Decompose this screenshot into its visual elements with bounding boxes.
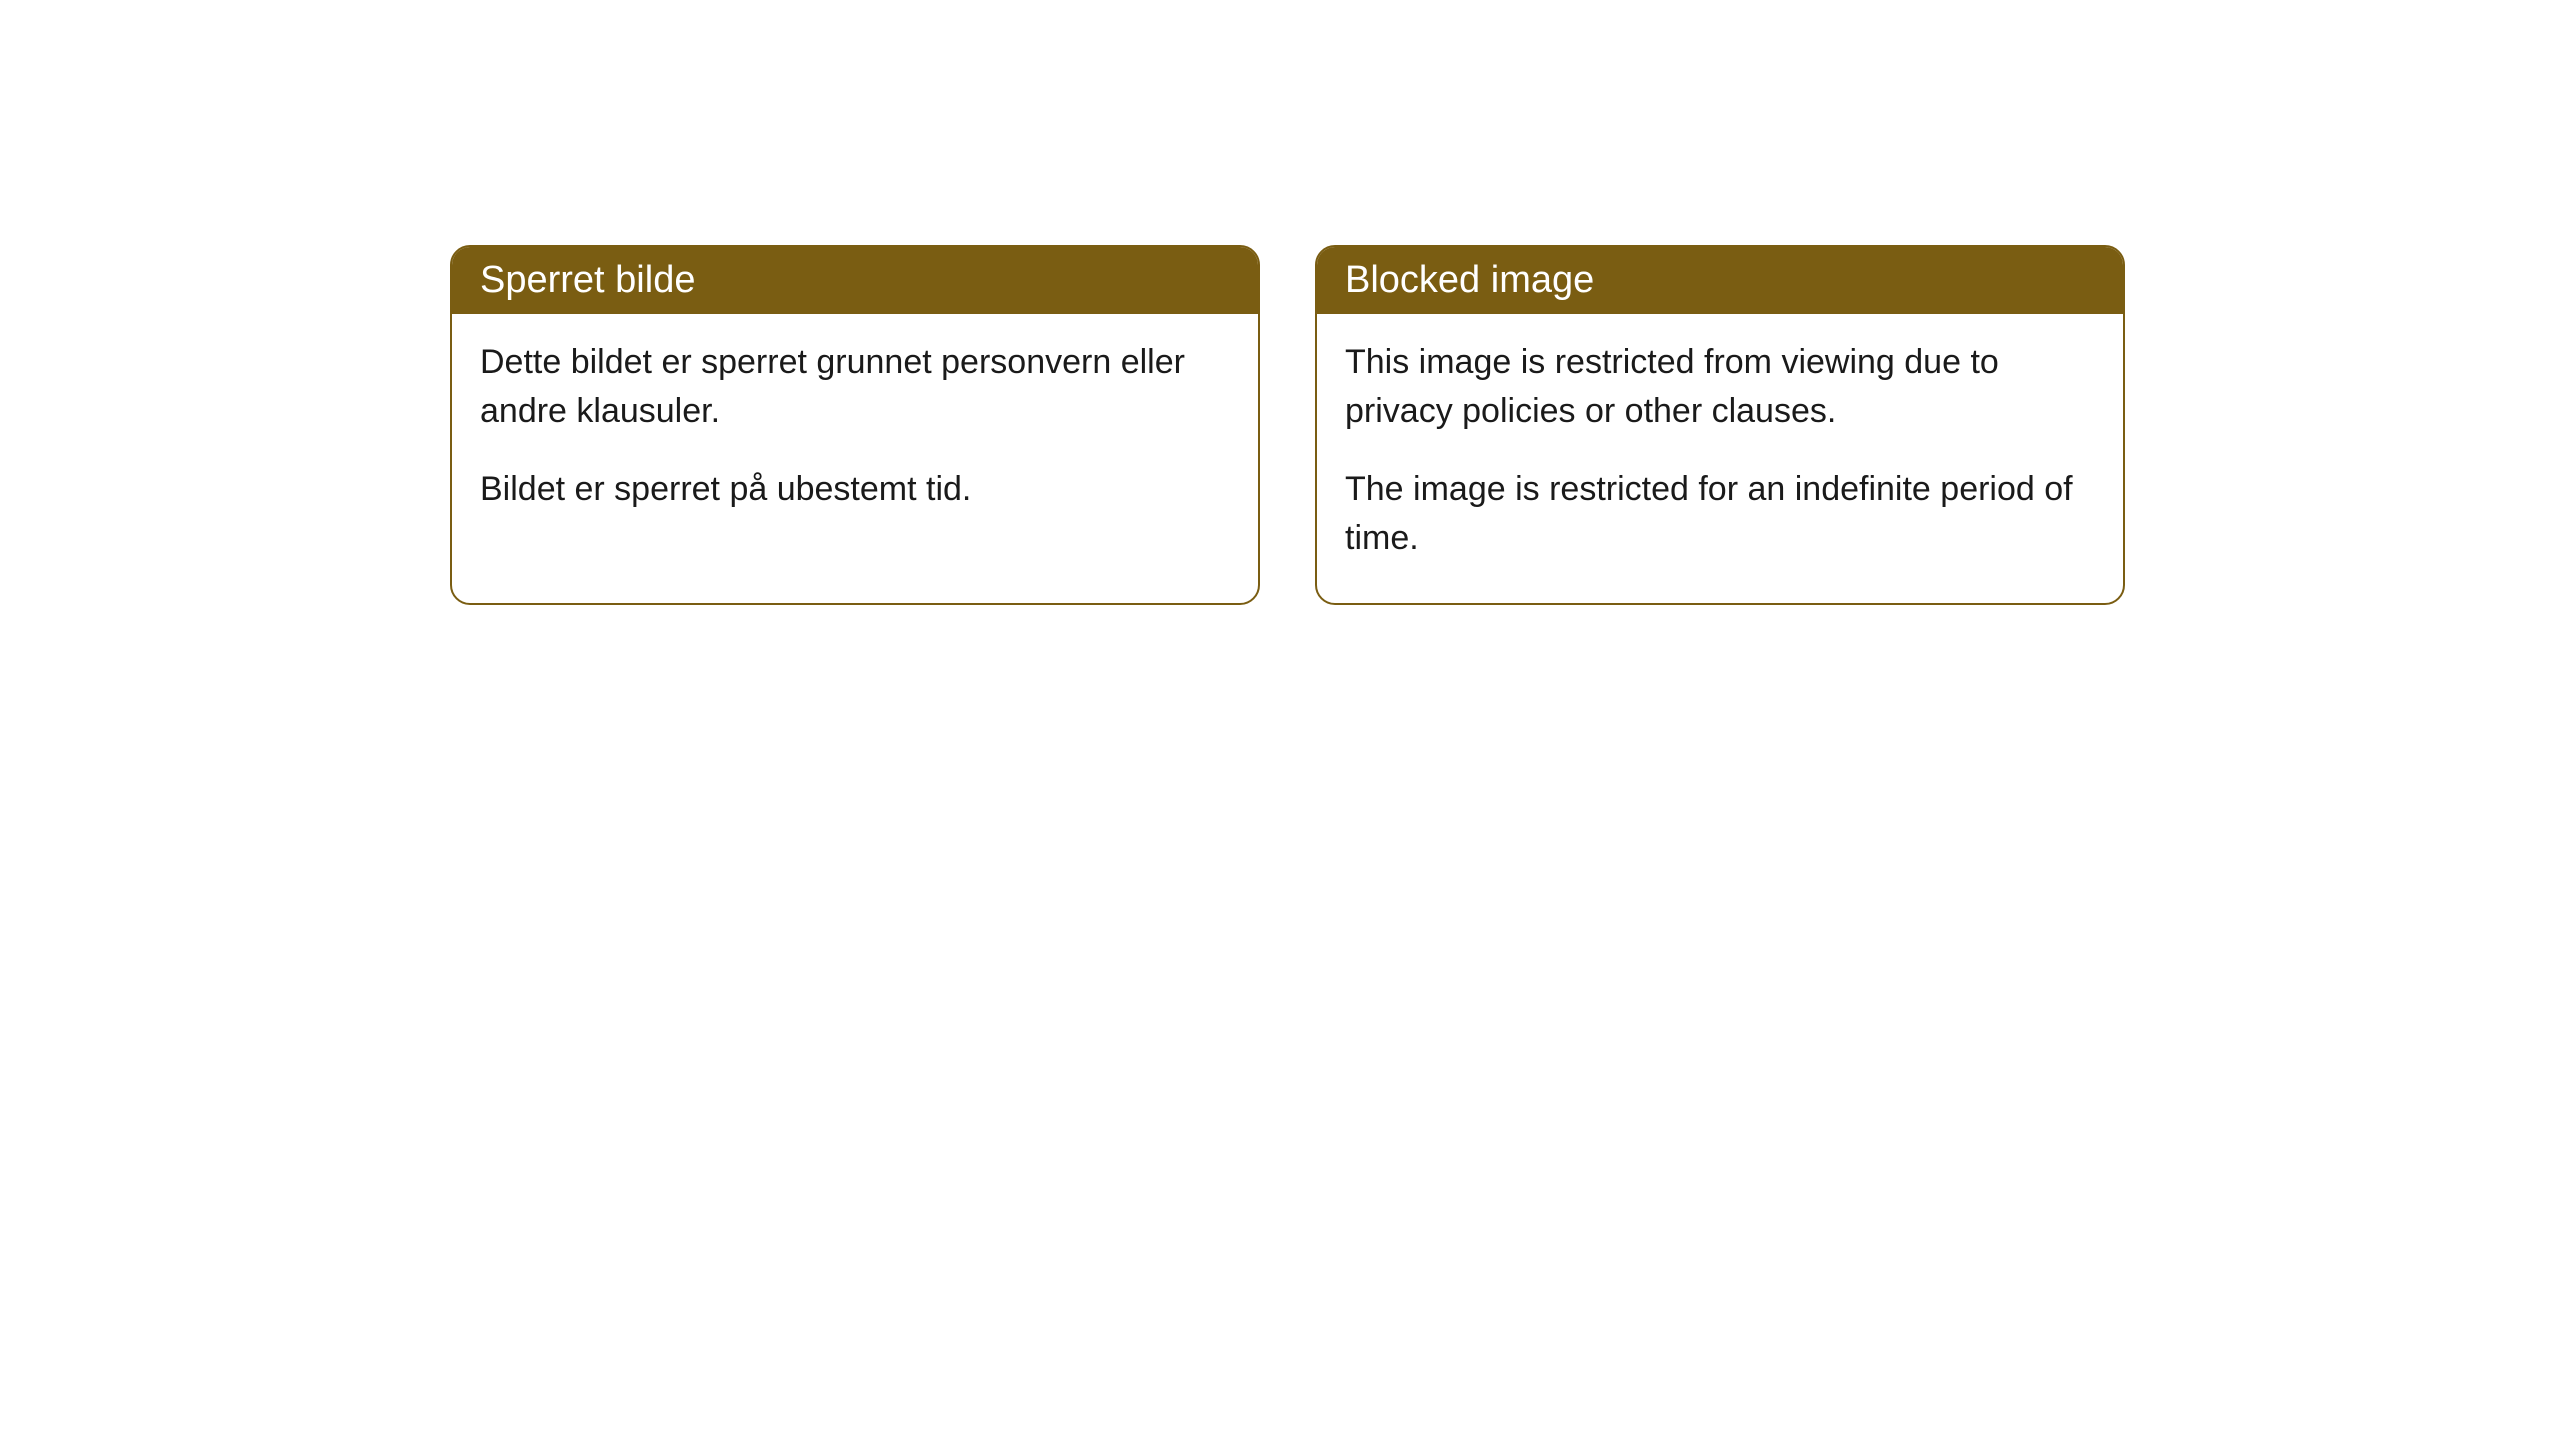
card-body: This image is restricted from viewing du… bbox=[1317, 314, 2123, 603]
card-body: Dette bildet er sperret grunnet personve… bbox=[452, 314, 1258, 554]
card-header: Blocked image bbox=[1317, 247, 2123, 314]
notice-cards-container: Sperret bilde Dette bildet er sperret gr… bbox=[450, 245, 2125, 605]
card-title: Sperret bilde bbox=[480, 259, 695, 301]
card-paragraph: Bildet er sperret på ubestemt tid. bbox=[480, 465, 1230, 514]
card-paragraph: Dette bildet er sperret grunnet personve… bbox=[480, 338, 1230, 437]
notice-card-norwegian: Sperret bilde Dette bildet er sperret gr… bbox=[450, 245, 1260, 605]
card-paragraph: This image is restricted from viewing du… bbox=[1345, 338, 2095, 437]
card-paragraph: The image is restricted for an indefinit… bbox=[1345, 465, 2095, 564]
card-header: Sperret bilde bbox=[452, 247, 1258, 314]
card-title: Blocked image bbox=[1345, 259, 1594, 301]
notice-card-english: Blocked image This image is restricted f… bbox=[1315, 245, 2125, 605]
